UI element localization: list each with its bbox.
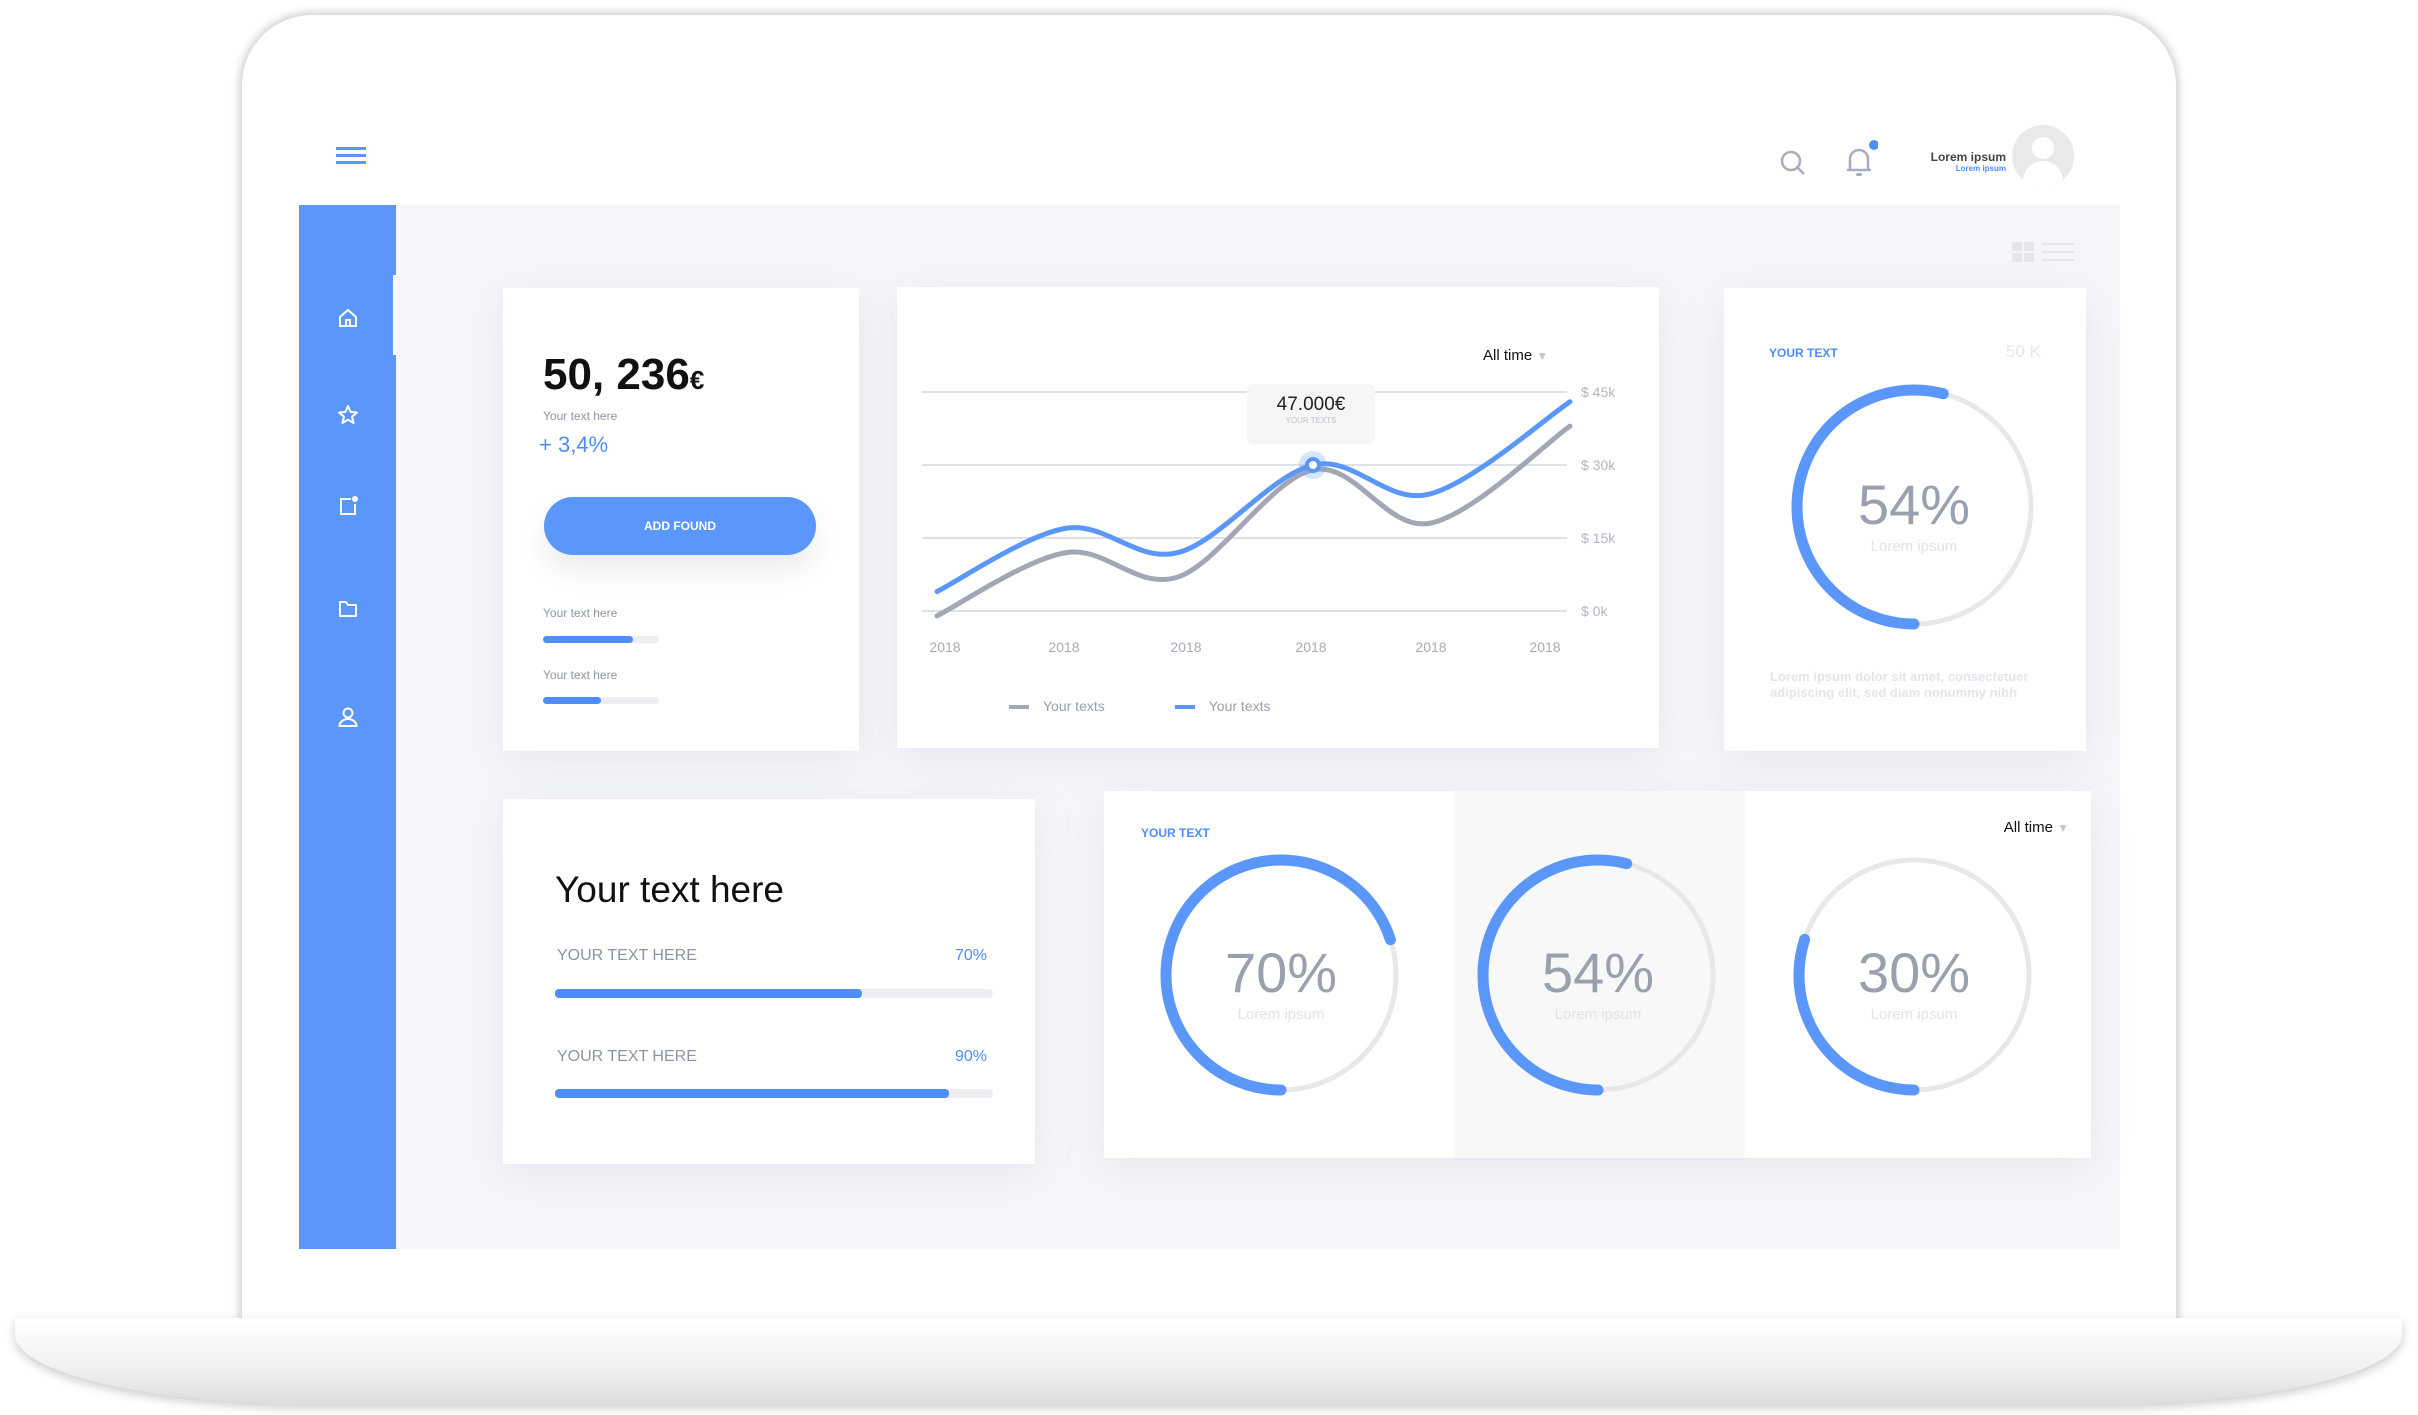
active-indicator: [393, 275, 397, 355]
chevron-down-icon: ▼: [2057, 821, 2069, 835]
tooltip-value: 47.000€: [1276, 394, 1346, 415]
gauges-filter-dropdown[interactable]: All time ▼: [2003, 819, 2069, 836]
y-tick-label: $ 45k: [1581, 384, 1616, 400]
y-tick-label: $ 15k: [1581, 530, 1616, 546]
x-tick-label: 2018: [1415, 639, 1446, 655]
gauge-card-value: 50 K: [2006, 342, 2041, 361]
laptop-base: [15, 1318, 2402, 1404]
balance-card: 50, 236€ Your text here + 3,4% ADD FOUND…: [503, 288, 859, 751]
x-tick-label: 2018: [929, 639, 960, 655]
sidebar-item-folder[interactable]: [336, 597, 360, 621]
gauges-middle-panel: [1454, 791, 1745, 1158]
stats-row-label-2: YOUR TEXT HERE: [557, 1048, 697, 1065]
search-icon[interactable]: [1779, 149, 1807, 177]
progress-label-2: Your text here: [543, 668, 618, 682]
legend-item-blue: Your texts: [1174, 698, 1271, 714]
stats-bar-1: [555, 989, 993, 998]
x-tick-label: 2018: [1529, 639, 1560, 655]
user-info[interactable]: Lorem ipsum Lorem ipsum: [1931, 150, 2006, 173]
avatar[interactable]: [2012, 125, 2074, 187]
chart-legend: Your texts Your texts: [1009, 698, 1271, 714]
menu-icon[interactable]: [336, 147, 366, 165]
line-chart-card: [897, 287, 1659, 748]
highlight-point[interactable]: [1305, 457, 1321, 473]
stats-row-value-1: 70%: [954, 947, 987, 964]
stats-title: Your text here: [555, 869, 785, 910]
tooltip-label: YOUR TEXTS: [1285, 416, 1337, 425]
grid-view-icon[interactable]: [2012, 242, 2034, 262]
x-tick-label: 2018: [1170, 639, 1201, 655]
x-tick-label: 2018: [1048, 639, 1079, 655]
progress-bar-1: [543, 636, 659, 643]
stats-row-label-1: YOUR TEXT HERE: [557, 947, 697, 964]
line-chart: $ 45k $ 30k $ 15k $ 0k 2018 2018 2018 2018 2018 2…: [922, 384, 1616, 655]
gauge-card: YOUR TEXT 50 K Lorem ipsum dolor sit ame…: [1724, 288, 2086, 751]
balance-amount: 50, 236€: [543, 350, 705, 399]
user-role: Lorem ipsum: [1955, 164, 2006, 173]
x-tick-label: 2018: [1295, 639, 1326, 655]
sidebar-item-profile[interactable]: [336, 705, 360, 729]
progress-bar-2: [543, 697, 659, 704]
sidebar-item-home[interactable]: [336, 306, 360, 330]
gauge-card-description: Lorem ipsum dolor sit amet, consectetuer…: [1770, 669, 2029, 700]
add-found-button[interactable]: ADD FOUND: [544, 497, 816, 555]
chart-tooltip: 47.000€ YOUR TEXTS: [1247, 384, 1375, 444]
list-view-icon[interactable]: [2042, 243, 2074, 261]
bell-icon[interactable]: [1842, 140, 1878, 180]
stats-card: Your text here YOUR TEXT HERE 70% YOUR T…: [503, 799, 1035, 1164]
stats-bar-2: [555, 1089, 993, 1098]
legend-item-gray: Your texts: [1009, 698, 1105, 714]
gauges-card-title: YOUR TEXT: [1141, 826, 1210, 840]
chevron-down-icon: ▼: [1536, 349, 1549, 363]
series-line-blue: [934, 399, 1573, 595]
sidebar-item-favorites[interactable]: [336, 403, 360, 427]
sidebar-item-notes[interactable]: [336, 494, 360, 518]
balance-change: + 3,4%: [539, 432, 609, 457]
gauge-card-title: YOUR TEXT: [1769, 346, 1838, 360]
series-line-gray: [934, 423, 1573, 619]
chart-filter-dropdown[interactable]: All time ▼: [1483, 347, 1549, 364]
y-tick-label: $ 30k: [1581, 457, 1616, 473]
stats-row-value-2: 90%: [954, 1048, 987, 1065]
y-tick-label: $ 0k: [1581, 603, 1608, 619]
notification-dot: [1869, 140, 1878, 150]
user-name: Lorem ipsum: [1930, 150, 2006, 164]
balance-caption: Your text here: [543, 409, 618, 423]
gauges-card: YOUR TEXT All time ▼: [1104, 791, 2091, 1158]
progress-label-1: Your text here: [543, 606, 618, 620]
